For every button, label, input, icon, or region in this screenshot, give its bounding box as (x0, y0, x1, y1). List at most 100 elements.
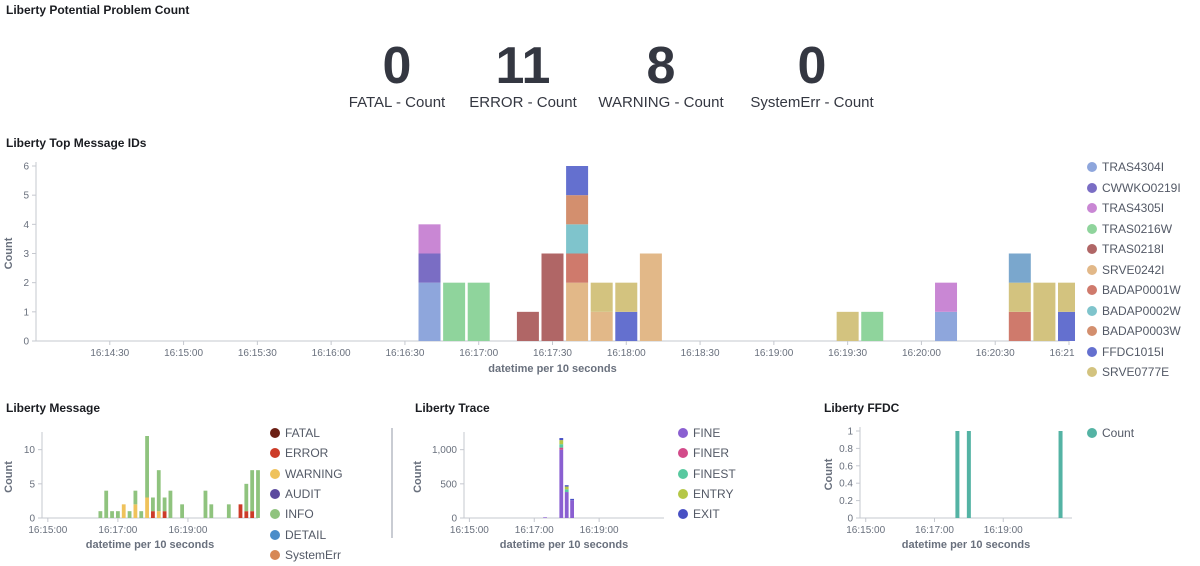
legend-item[interactable]: Count (1087, 426, 1134, 440)
legend-label: FFDC1015I (1102, 344, 1165, 359)
legend-dot-icon (678, 448, 688, 459)
y-axis-title: Count (823, 458, 835, 490)
legend-label: SRVE0242I (1102, 262, 1165, 277)
y-tick-label: 0 (29, 514, 35, 525)
legend-item[interactable]: FFDC1015I (1087, 345, 1164, 359)
bar-segment-info (133, 490, 138, 505)
legend-item[interactable]: SystemErr (270, 548, 341, 562)
bar-segment-exit (570, 498, 575, 501)
x-tick-label: 16:19:00 (754, 348, 793, 359)
legend-item[interactable]: DETAIL (270, 528, 326, 542)
legend-item[interactable]: INFO (270, 507, 314, 521)
legend-item[interactable]: FATAL (270, 426, 320, 440)
bar-segment-srve0242i (566, 282, 589, 341)
legend-item[interactable]: FINE (678, 426, 720, 440)
bar-segment-info (145, 436, 149, 498)
legend-item[interactable]: AUDIT (270, 487, 321, 501)
y-tick-label: 10 (24, 445, 36, 456)
legend-label: BADAP0002W (1102, 303, 1181, 318)
legend-item[interactable]: CWWKO0219I (1087, 181, 1181, 195)
legend-label: FINE (693, 426, 721, 440)
legend-dot-icon (270, 549, 280, 560)
message-chart[interactable]: 0 5 10 16:15:00 16:17:00 16:19:00 datetime per… (0, 420, 262, 555)
bar-segment-tras4304i (418, 282, 441, 341)
bar-segment-info (180, 504, 185, 518)
legend-item[interactable]: BADAP0003W (1087, 324, 1181, 338)
metric-fatal[interactable]: 0 FATAL - Count (347, 38, 447, 112)
bar-segment-info (104, 490, 109, 518)
metric-warning[interactable]: 8 WARNING - Count (597, 38, 725, 112)
metric-label: WARNING - Count (598, 94, 724, 111)
legend-label: SystemErr (285, 547, 342, 562)
x-tick-label: 16:14:30 (90, 348, 129, 359)
legend-item[interactable]: ERROR (270, 446, 328, 460)
legend-label: ENTRY (693, 486, 734, 501)
y-tick-label: 5 (29, 479, 35, 490)
legend-dot-icon (1087, 203, 1097, 213)
legend-label: TRAS4304I (1102, 160, 1165, 174)
legend-dot-icon (1087, 367, 1097, 377)
legend-label: TRAS4305I (1102, 201, 1165, 215)
x-tick-label: 16:20:30 (976, 348, 1015, 359)
legend-item[interactable]: BADAP0001W (1087, 283, 1181, 297)
legend-label: SRVE0777E (1102, 365, 1170, 379)
legend-item[interactable]: WARNING (270, 467, 343, 481)
legend-dot-icon (1087, 326, 1097, 336)
bar-segment-warning (121, 504, 126, 518)
trace-chart[interactable]: 0 500 1,000 16:15:00 16:17:00 16:19:00 datetim… (400, 420, 670, 555)
bar-segment-fine (564, 492, 569, 518)
legend-item[interactable]: EXIT (678, 507, 720, 521)
legend-dot-icon (270, 448, 280, 459)
bar-segment-badap0002w (566, 224, 589, 254)
legend-dot-icon (1087, 182, 1097, 193)
bar-segment-srve0777e (1008, 282, 1031, 312)
y-tick-label: 0 (451, 514, 457, 525)
bar-segment-tras0216w (443, 282, 466, 341)
legend-item[interactable]: TRAS0218I (1087, 242, 1164, 256)
legend-item[interactable]: FINER (678, 446, 729, 460)
x-tick-label: 16:20:00 (902, 348, 941, 359)
legend-item[interactable]: SRVE0777E (1087, 365, 1169, 379)
ffdc-chart[interactable]: 0 0.2 0.4 0.6 0.8 1 16:15:00 16:17:00 16:19:00 da… (810, 420, 1080, 555)
y-tick-label: 5 (23, 191, 29, 202)
x-tick-label: 16:19:00 (984, 525, 1023, 536)
top-message-ids-title: Liberty Top Message IDs (6, 136, 147, 150)
legend-label: BADAP0003W (1102, 324, 1181, 338)
legend-label: Count (1102, 426, 1135, 440)
bar-segment-error (250, 511, 255, 518)
legend-item[interactable]: TRAS4305I (1087, 201, 1164, 215)
top-message-ids-chart[interactable]: 0 1 2 3 4 5 6 16:14:30 16:15:00 16:15:30 16:16:00 1… (0, 150, 1075, 380)
x-tick-label: 16:15:00 (846, 525, 885, 536)
legend-dot-icon (1087, 305, 1097, 316)
legend-item[interactable]: ENTRY (678, 487, 733, 501)
bar-segment-entry (564, 486, 569, 490)
legend-dot-icon (270, 488, 280, 499)
y-axis-title: Count (3, 461, 15, 493)
y-tick-label: 0 (847, 514, 853, 525)
trace-legend: FINE FINER FINEST ENTRY EXIT (678, 426, 788, 536)
bar-segment-cwwko0219i (418, 253, 441, 283)
bar-segment-info (203, 490, 208, 518)
legend-item[interactable]: FINEST (678, 467, 736, 481)
metric-systemerr[interactable]: 0 SystemErr - Count (746, 38, 878, 112)
bar-segment-info (162, 497, 167, 512)
metric-label: FATAL - Count (348, 94, 446, 111)
legend-dot-icon (678, 428, 688, 438)
legend-dot-icon (1087, 346, 1097, 357)
y-tick-label: 1,000 (432, 445, 457, 456)
metric-error[interactable]: 11 ERROR - Count (466, 38, 580, 112)
x-tick-label: 16:15:00 (164, 348, 203, 359)
bar-segment-fine (559, 449, 564, 518)
bar-segment--extra (1008, 253, 1031, 283)
legend-item[interactable]: SRVE0242I (1087, 263, 1165, 277)
legend-item[interactable]: TRAS4304I (1087, 160, 1164, 174)
y-tick-label: 0.8 (839, 444, 853, 455)
x-tick-label: 16:17:00 (915, 525, 954, 536)
metric-label: SystemErr - Count (750, 94, 874, 111)
bar-segment-tras0218i (541, 253, 564, 341)
legend-dot-icon (678, 488, 688, 499)
y-tick-label: 0.6 (839, 461, 853, 472)
legend-item[interactable]: BADAP0002W (1087, 304, 1181, 318)
bar-segment-info (244, 483, 249, 512)
legend-item[interactable]: TRAS0216W (1087, 222, 1172, 236)
